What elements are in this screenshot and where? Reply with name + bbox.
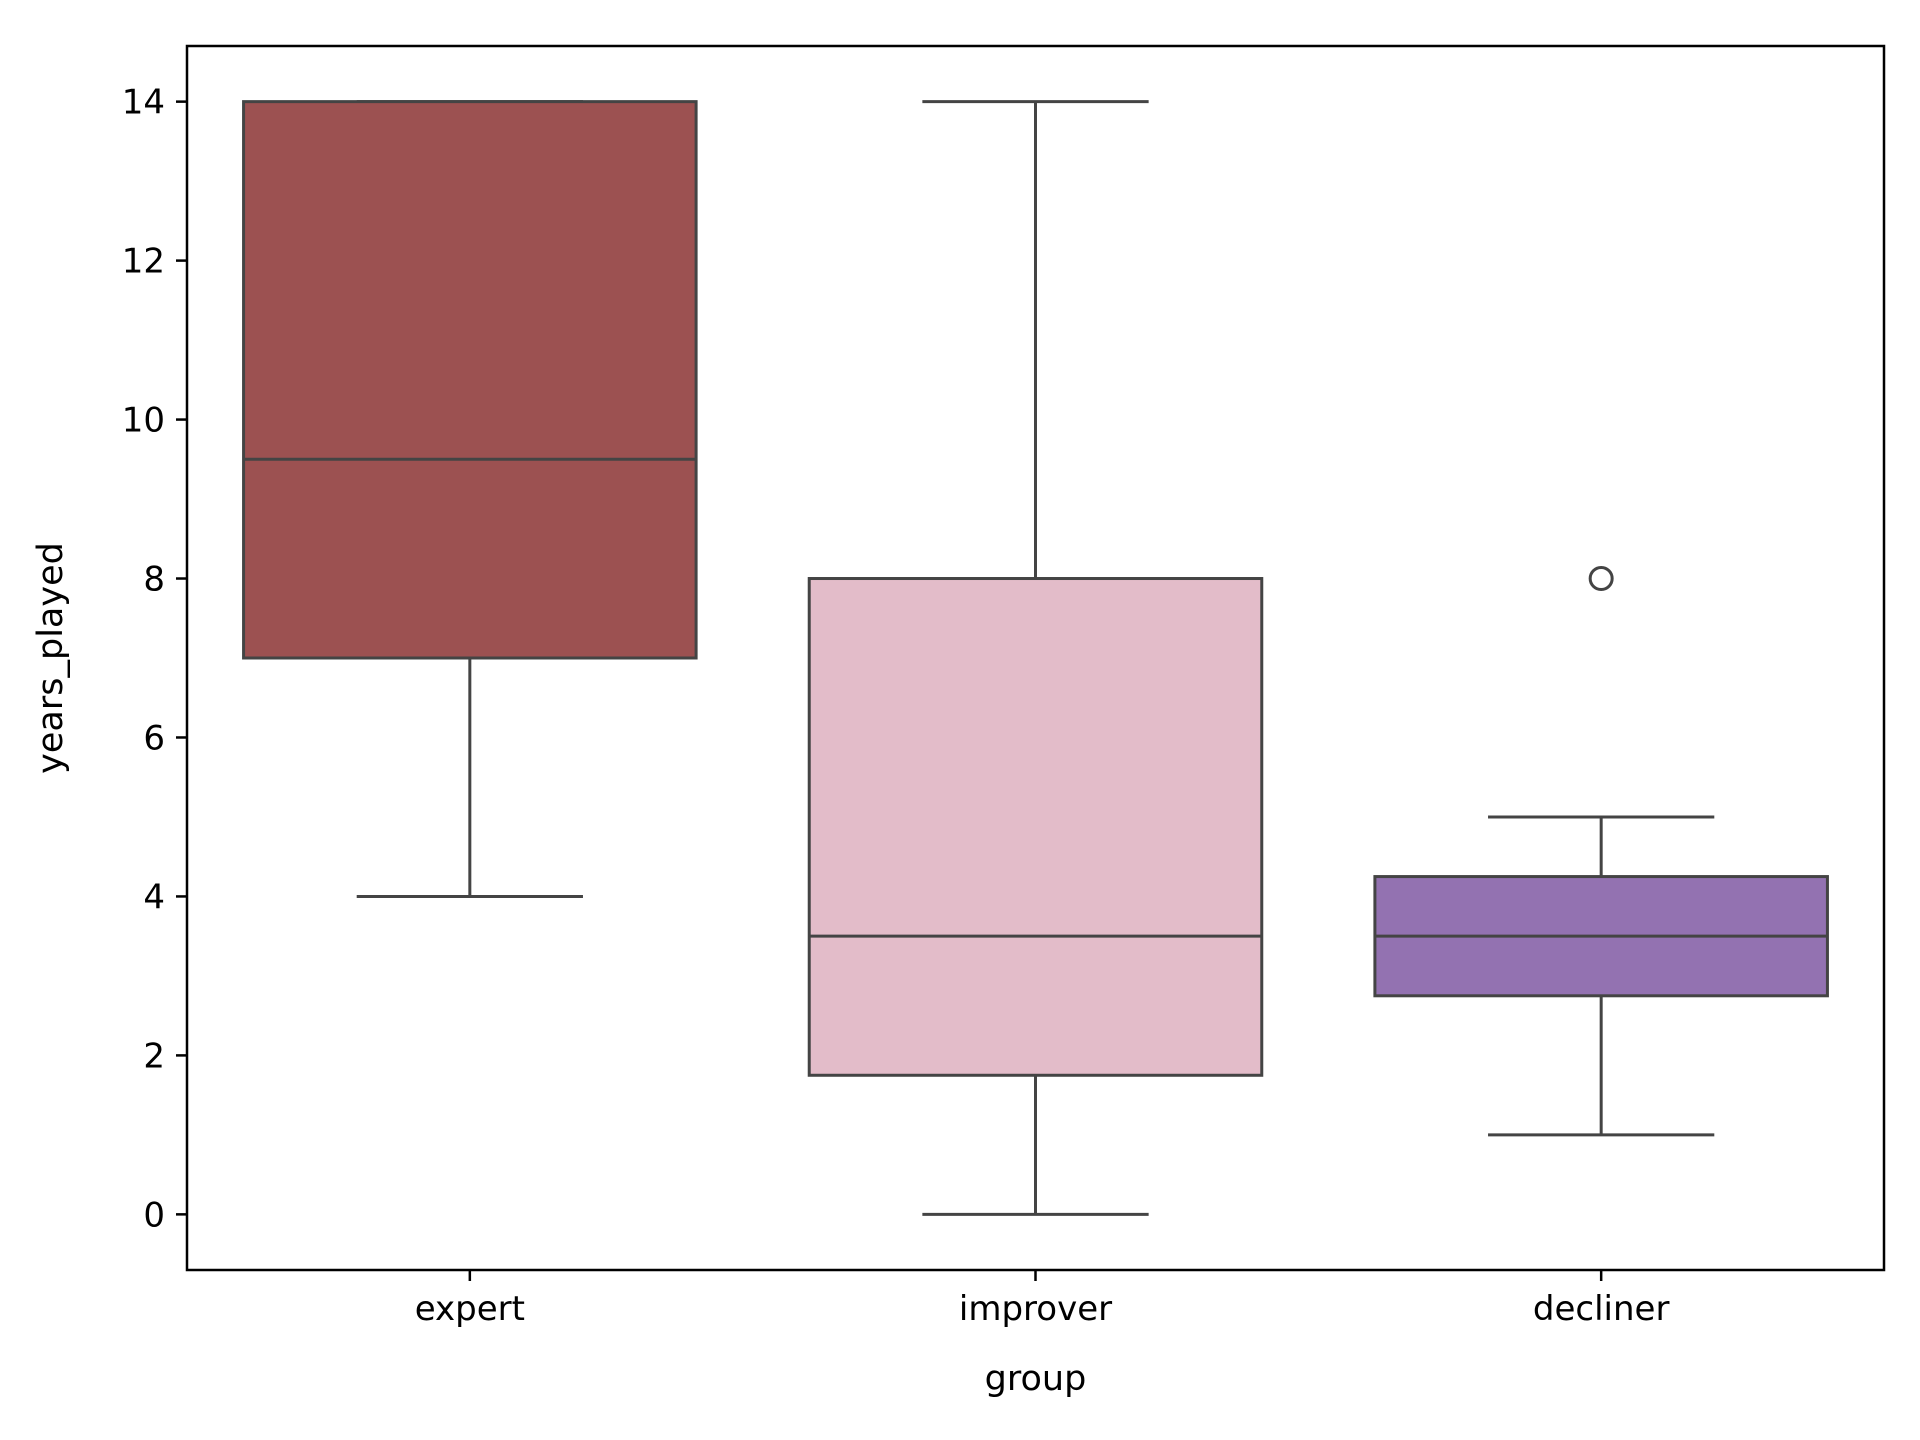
y-tick-label: 8 <box>143 560 165 600</box>
y-tick-label: 0 <box>143 1195 165 1235</box>
x-axis-title: group <box>985 1359 1087 1399</box>
y-tick-label: 14 <box>122 83 165 123</box>
y-tick-label: 2 <box>143 1036 165 1076</box>
boxes-layer <box>242 100 1829 1216</box>
box-group-improver <box>807 100 1264 1216</box>
y-axis-title: years_played <box>31 542 71 774</box>
box-expert <box>242 100 698 660</box>
x-tick-label: decliner <box>1533 1289 1670 1329</box>
x-tick-label: expert <box>415 1289 525 1329</box>
x-tick-label: improver <box>959 1289 1112 1329</box>
x-axis: expert improver decliner <box>415 1270 1670 1329</box>
y-tick-label: 4 <box>143 877 165 917</box>
box-group-decliner <box>1373 566 1829 1137</box>
y-tick-label: 12 <box>122 242 165 282</box>
box-group-expert <box>242 100 698 898</box>
outlier-decliner-0 <box>1588 566 1614 592</box>
y-tick-label: 6 <box>143 718 165 758</box>
y-axis: 0 2 4 6 8 10 12 14 <box>122 83 187 1235</box>
y-tick-label: 10 <box>122 401 165 441</box>
box-improver <box>807 577 1264 1077</box>
